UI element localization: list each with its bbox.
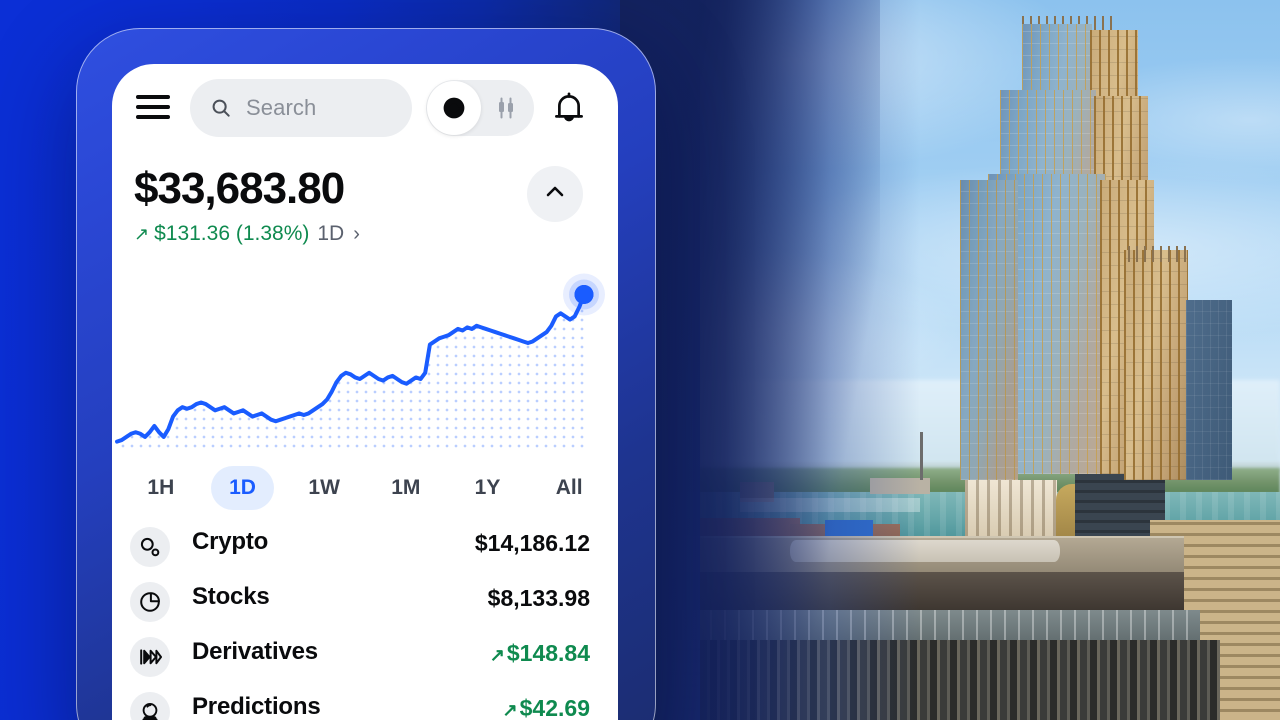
range-tab-1h[interactable]: 1H xyxy=(120,466,202,510)
asset-value: $14,186.12 xyxy=(475,530,590,557)
asset-list[interactable]: Crypto $14,186.12 Stocks $8,133.98 Derivativ… xyxy=(112,524,618,720)
range-tab-label: 1M xyxy=(391,476,421,499)
trend-up-icon: ↗ xyxy=(489,645,505,665)
search-placeholder: Search xyxy=(246,95,317,120)
range-tab-all[interactable]: All xyxy=(528,466,610,510)
tower-section-far-right xyxy=(1186,300,1232,480)
asset-value: ↗$42.69 xyxy=(503,695,590,720)
crypto-icon xyxy=(130,527,170,567)
app-header: Search xyxy=(112,64,618,156)
range-tab-1y[interactable]: 1Y xyxy=(447,466,529,510)
asset-value-text: $14,186.12 xyxy=(474,530,590,556)
trend-up-icon: ↗ xyxy=(502,700,518,720)
range-tab-label: 1Y xyxy=(474,476,501,499)
portfolio-chart[interactable] xyxy=(112,264,618,459)
tower-setback-crown xyxy=(1128,246,1188,262)
pie-chart-icon xyxy=(130,582,170,622)
asset-name: Derivatives xyxy=(192,638,318,665)
range-tab-label: 1D xyxy=(211,466,274,510)
range-tab-1w[interactable]: 1W xyxy=(283,466,365,510)
fast-forward-icon xyxy=(130,637,170,677)
chevron-right-icon: › xyxy=(353,222,360,245)
change-period: 1D xyxy=(317,222,345,245)
hamburger-menu-icon[interactable] xyxy=(134,93,172,123)
asset-row[interactable]: Crypto $14,186.12 xyxy=(112,524,618,579)
far-shore-highlight xyxy=(620,462,1280,472)
asset-name: Stocks xyxy=(192,583,270,610)
search-input[interactable]: Search xyxy=(190,79,412,137)
tower-section-left xyxy=(960,180,1018,480)
asset-value-text: $148.84 xyxy=(506,640,590,666)
coinbase-logo-icon[interactable] xyxy=(442,96,466,120)
tower-section-right-gold xyxy=(1124,250,1188,480)
chevron-up-icon xyxy=(543,180,567,209)
portfolio-balance: $33,683.80 xyxy=(134,164,345,213)
photo-blend-gradient xyxy=(620,0,920,720)
trend-up-icon: ↗ xyxy=(134,223,150,244)
change-amount: $131.36 (1.38%) xyxy=(154,222,310,245)
search-icon xyxy=(210,97,232,119)
asset-row[interactable]: Stocks $8,133.98 xyxy=(112,579,618,634)
asset-value-text: $8,133.98 xyxy=(487,585,590,611)
crystal-ball-icon xyxy=(130,692,170,720)
candlestick-chart-icon[interactable] xyxy=(494,96,518,120)
asset-value-text: $42.69 xyxy=(519,695,590,720)
asset-value: ↗$148.84 xyxy=(490,640,590,667)
range-tab-label: All xyxy=(555,476,583,499)
asset-name: Predictions xyxy=(192,693,321,720)
portfolio-change[interactable]: ↗ $131.36 (1.38%) 1D › xyxy=(134,222,360,246)
antenna xyxy=(920,432,923,480)
time-range-tabs[interactable]: 1H 1D 1W 1M 1Y All xyxy=(120,456,610,520)
asset-row[interactable]: Predictions ↗$42.69 xyxy=(112,689,618,720)
range-tab-1m[interactable]: 1M xyxy=(365,466,447,510)
asset-name: Crypto xyxy=(192,528,269,555)
collapse-button[interactable] xyxy=(527,166,583,222)
view-mode-toggle[interactable] xyxy=(426,80,534,136)
phone-screen: Search xyxy=(112,64,618,720)
bell-icon[interactable] xyxy=(552,90,586,128)
asset-value: $8,133.98 xyxy=(488,585,590,612)
range-tab-label: 1H xyxy=(147,476,175,499)
phone-mockup: Search xyxy=(76,28,656,720)
range-tab-1d[interactable]: 1D xyxy=(202,466,284,510)
range-tab-label: 1W xyxy=(308,476,340,499)
asset-row[interactable]: Derivatives ↗$148.84 xyxy=(112,634,618,689)
chart-end-marker xyxy=(563,273,605,316)
